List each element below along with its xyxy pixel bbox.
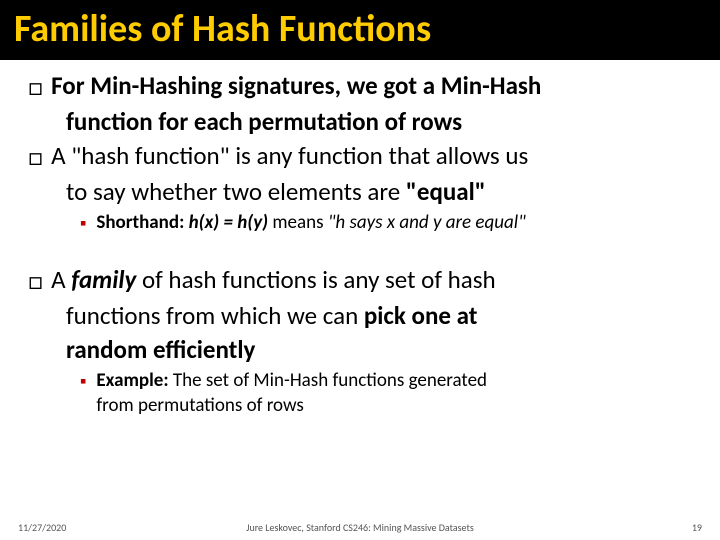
bullet-3-sub: ▪ Example: The set of Min-Hash functions…	[80, 368, 702, 418]
red-square-bullet-icon: ▪	[80, 210, 86, 236]
bullet-3-line1: A family of hash functions is any set of…	[51, 264, 496, 296]
square-bullet-icon: □	[28, 140, 43, 174]
bullet-1: □ For Min-Hashing signatures, we got a M…	[28, 70, 702, 104]
bullet-2: □ A "hash function" is any function that…	[28, 140, 702, 174]
bullet-2-line2: to say whether two elements are "equal"	[66, 176, 702, 208]
slide-content: □ For Min-Hashing signatures, we got a M…	[0, 60, 720, 418]
square-bullet-icon: □	[28, 264, 43, 298]
bullet-2-line1: A "hash function" is any function that a…	[51, 140, 528, 172]
square-bullet-icon: □	[28, 70, 43, 104]
bullet-1-line1: For Min-Hashing signatures, we got a Min…	[51, 70, 541, 102]
footer-attribution: Jure Leskovec, Stanford CS246: Mining Ma…	[246, 521, 474, 534]
bullet-3-line3: random efficiently	[66, 334, 702, 366]
bullet-3-line2: functions from which we can pick one at	[66, 300, 702, 332]
bullet-3: □ A family of hash functions is any set …	[28, 264, 702, 298]
bullet-2-sub: ▪ Shorthand: h(x) = h(y) means "h says x…	[80, 210, 702, 236]
footer-date: 11/27/2020	[18, 521, 66, 534]
bullet-2-sub-text: Shorthand: h(x) = h(y) means "h says x a…	[96, 210, 525, 235]
bullet-3-sub-text: Example: The set of Min-Hash functions g…	[96, 368, 487, 418]
bullet-1-line2: function for each permutation of rows	[66, 106, 702, 138]
red-square-bullet-icon: ▪	[80, 368, 86, 394]
footer-page-number: 19	[692, 521, 702, 534]
slide-title: Families of Hash Functions	[14, 6, 706, 52]
slide-title-bar: Families of Hash Functions	[0, 0, 720, 60]
